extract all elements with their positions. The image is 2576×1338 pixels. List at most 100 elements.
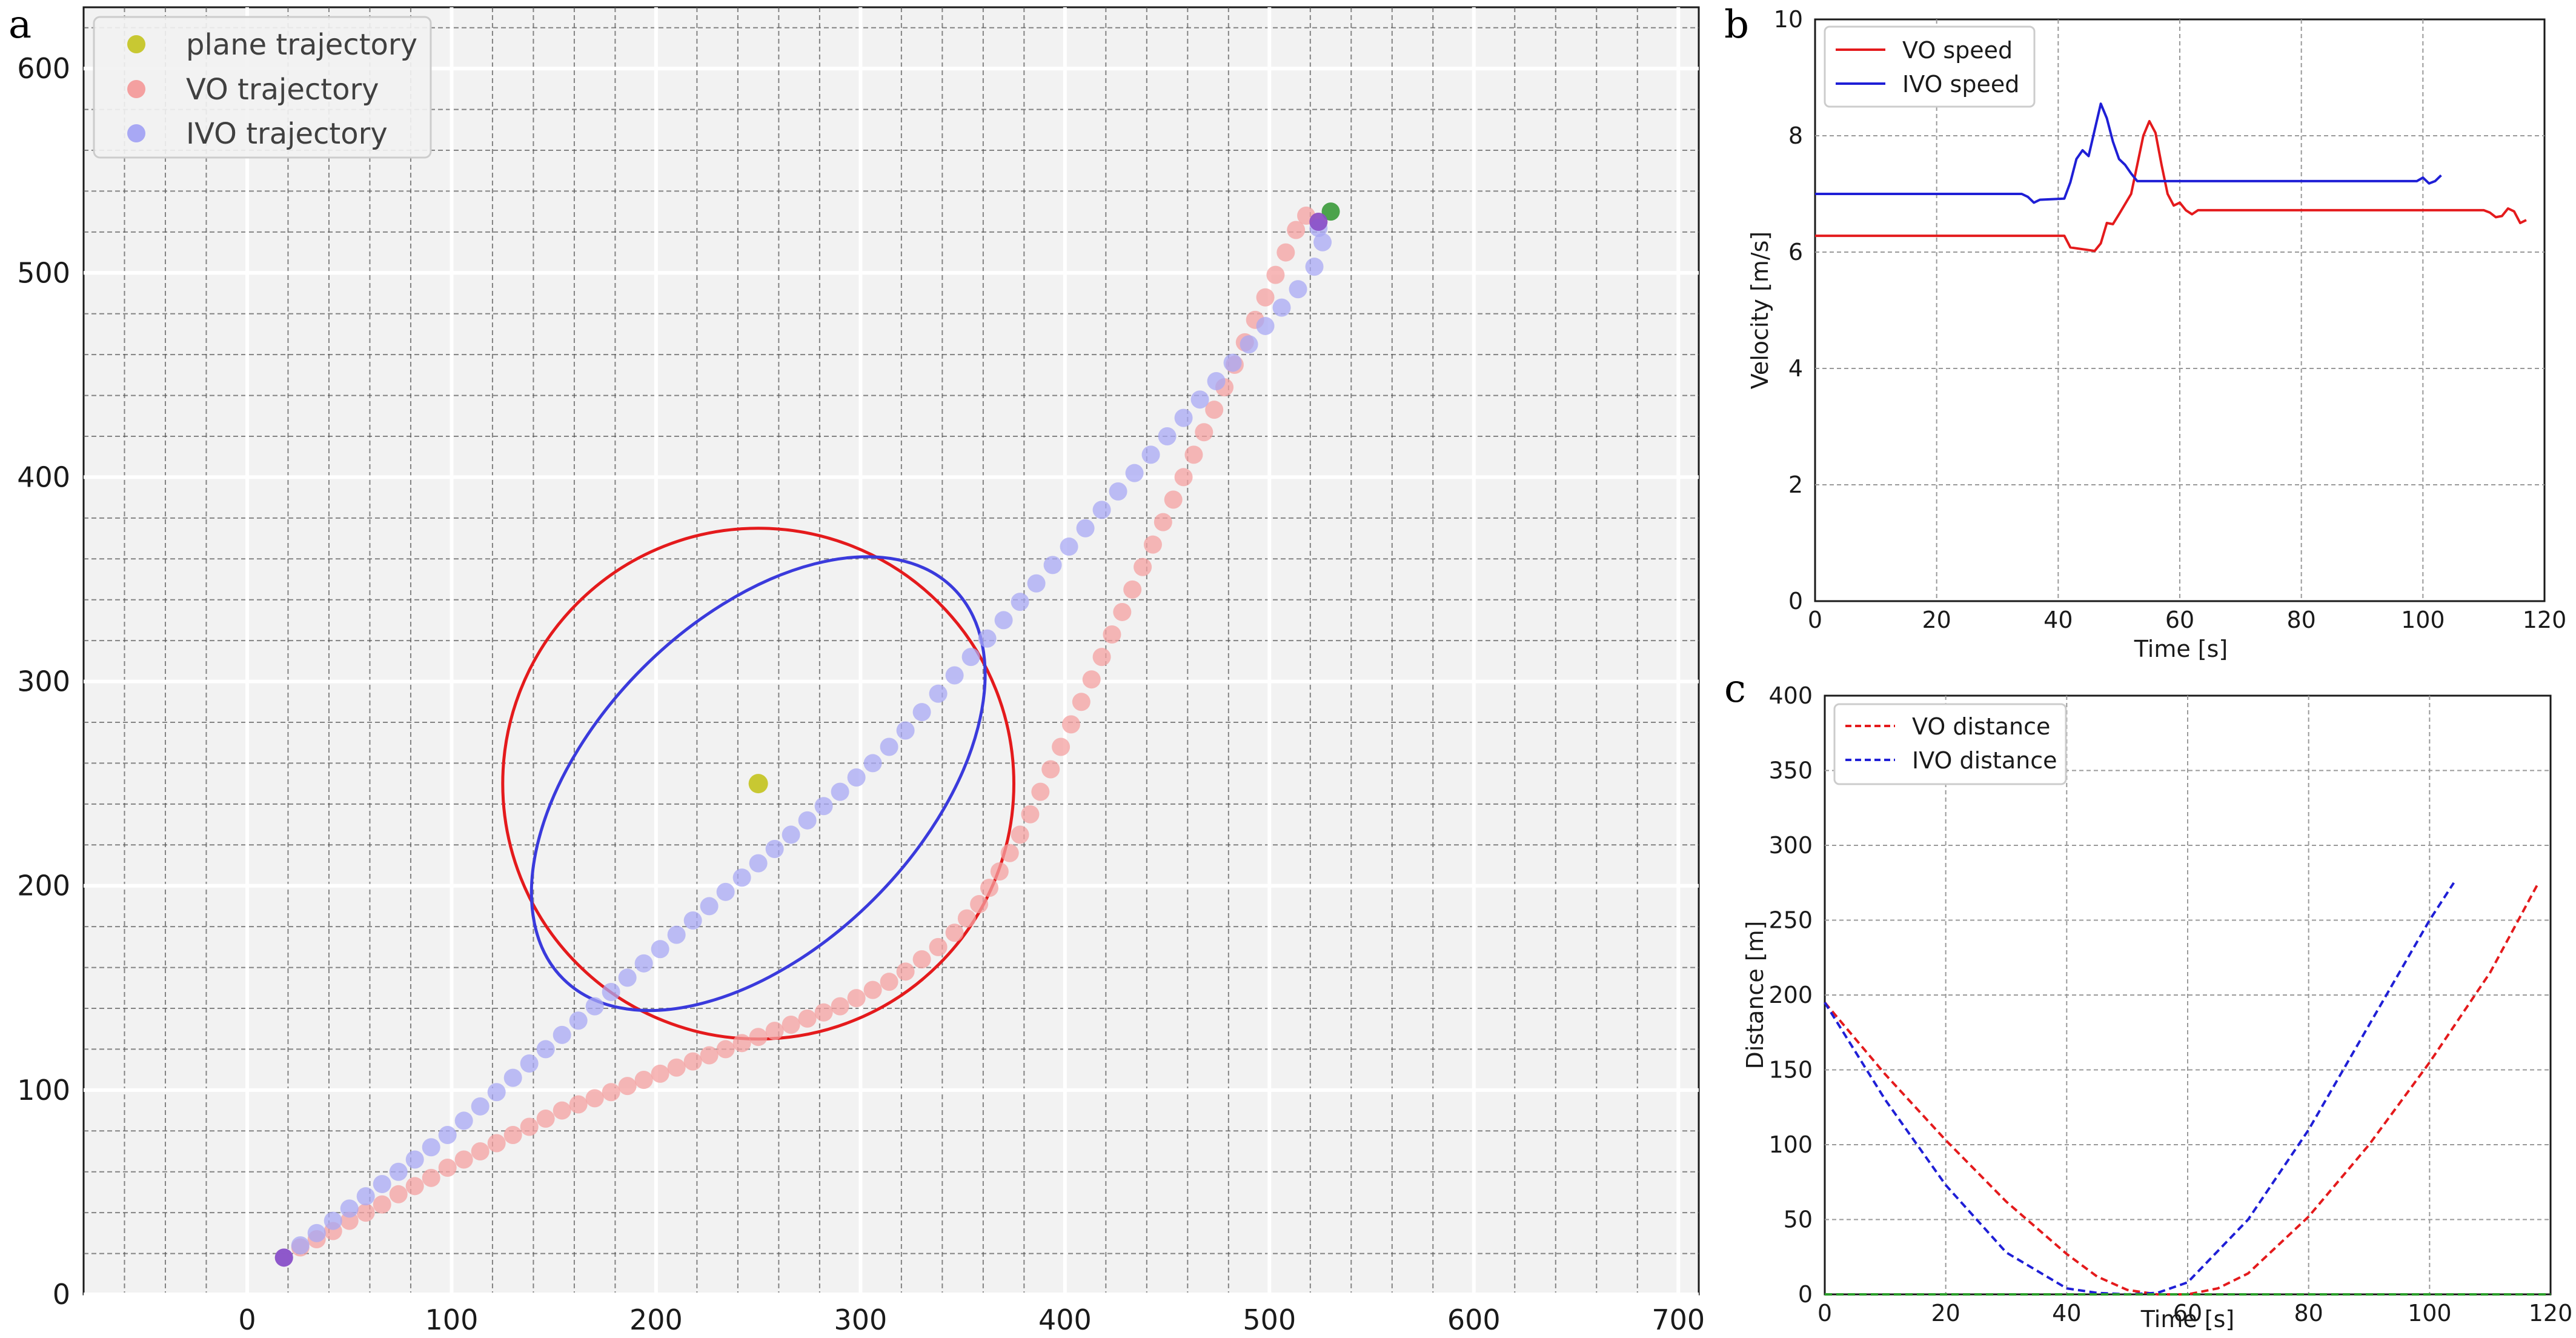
panel-b-label: b bbox=[1724, 2, 1749, 47]
y-tick-label: 2 bbox=[1788, 471, 1803, 498]
panel-b-xlabel: Time [s] bbox=[2134, 636, 2228, 662]
ivo-point bbox=[1305, 258, 1324, 276]
ivo-point bbox=[487, 1083, 506, 1102]
ivo-point bbox=[438, 1126, 457, 1145]
vo-point bbox=[585, 1089, 604, 1108]
y-tick-label: 200 bbox=[17, 870, 70, 902]
y-tick-label: 0 bbox=[53, 1278, 70, 1311]
y-tick-label: 400 bbox=[17, 461, 70, 493]
x-tick-label: 700 bbox=[1651, 1303, 1705, 1336]
vo-point bbox=[651, 1064, 669, 1083]
ivo-point bbox=[373, 1174, 391, 1193]
vo-point bbox=[1174, 468, 1193, 487]
ivo-point bbox=[1207, 371, 1226, 390]
panel-b-ylabel: Velocity [m/s] bbox=[1747, 231, 1773, 389]
y-tick-label: 300 bbox=[17, 665, 70, 698]
ivo-point bbox=[1240, 335, 1258, 354]
panel-a-label: a bbox=[8, 2, 32, 47]
ivo-point bbox=[782, 825, 800, 844]
legend-label-vo-speed: VO speed bbox=[1902, 37, 2013, 64]
legend-swatch-plane bbox=[127, 35, 145, 53]
vo-point bbox=[716, 1040, 735, 1059]
y-tick-label: 300 bbox=[1768, 832, 1813, 859]
vo-point bbox=[389, 1185, 408, 1203]
ivo-point bbox=[569, 1011, 588, 1030]
panel-c-ticks: 0 20 40 60 80 100 120 0 50 100 150 200 250 300 350 400 bbox=[1768, 682, 2572, 1326]
ivo-point bbox=[291, 1236, 310, 1255]
vo-point bbox=[749, 1028, 768, 1047]
ivo-point bbox=[994, 611, 1013, 630]
ivo-point bbox=[454, 1111, 473, 1130]
ivo-point bbox=[978, 629, 997, 648]
y-tick-label: 0 bbox=[1788, 588, 1803, 614]
vo-point bbox=[945, 924, 964, 942]
x-tick-label: 60 bbox=[2165, 607, 2194, 633]
vo-point bbox=[1052, 737, 1071, 756]
x-tick-label: 500 bbox=[1243, 1303, 1296, 1336]
x-tick-label: 120 bbox=[2529, 1300, 2573, 1326]
ivo-point bbox=[1174, 408, 1193, 427]
x-tick-label: 80 bbox=[2294, 1300, 2323, 1326]
vo-point bbox=[782, 1015, 800, 1034]
ivo-point bbox=[765, 840, 784, 859]
vo-point bbox=[1256, 288, 1275, 307]
ivo-point bbox=[912, 703, 931, 722]
ivo-point bbox=[732, 868, 751, 887]
ivo-point bbox=[1043, 556, 1062, 574]
vo-point bbox=[356, 1203, 375, 1222]
x-tick-label: 0 bbox=[1817, 1300, 1832, 1326]
ivo-point bbox=[1011, 593, 1029, 611]
ivo-point bbox=[553, 1025, 571, 1044]
legend-label-vo: VO trajectory bbox=[186, 73, 379, 107]
ivo-point bbox=[1190, 390, 1209, 409]
vo-point bbox=[732, 1034, 751, 1053]
vo-point bbox=[1000, 844, 1019, 862]
ivo-point bbox=[716, 882, 735, 901]
ivo-point bbox=[945, 666, 964, 685]
x-tick-label: 20 bbox=[1922, 607, 1951, 633]
legend-label-vo-distance: VO distance bbox=[1912, 713, 2050, 740]
x-tick-label: 300 bbox=[834, 1303, 887, 1336]
legend-label-ivo: IVO trajectory bbox=[186, 117, 388, 151]
x-tick-label: 120 bbox=[2523, 607, 2567, 633]
vo-point bbox=[912, 950, 931, 969]
ivo-point bbox=[1109, 482, 1127, 501]
vo-point bbox=[1061, 715, 1080, 734]
ivo-point bbox=[1289, 280, 1307, 299]
y-tick-label: 500 bbox=[17, 256, 70, 289]
x-tick-label: 80 bbox=[2286, 607, 2315, 633]
ivo-point bbox=[503, 1068, 522, 1087]
vo-point bbox=[438, 1158, 457, 1177]
vo-point bbox=[990, 862, 1009, 881]
panel-b-velocity-plot: b 0 20 40 60 80 100 120 0 2 4 6 8 10 Time [s] Veloci… bbox=[1724, 2, 2566, 662]
vo-point bbox=[765, 1022, 784, 1040]
vo-point bbox=[880, 973, 898, 991]
panel-c-xlabel: Time [s] bbox=[2140, 1306, 2235, 1333]
vo-speed-line bbox=[1815, 120, 2527, 253]
ivo-speed-line bbox=[1815, 102, 2442, 204]
vo-point bbox=[536, 1110, 555, 1128]
y-tick-label: 0 bbox=[1798, 1281, 1813, 1308]
panel-b-grid bbox=[1815, 19, 2544, 601]
vo-point bbox=[454, 1150, 473, 1169]
vo-point bbox=[569, 1095, 588, 1114]
vo-point bbox=[487, 1134, 506, 1153]
legend-label-plane: plane trajectory bbox=[186, 28, 417, 62]
ivo-point bbox=[585, 997, 604, 1016]
vo-point bbox=[373, 1195, 391, 1214]
y-tick-label: 10 bbox=[1774, 6, 1803, 33]
vo-point bbox=[1031, 782, 1050, 801]
ivo-point bbox=[405, 1150, 424, 1169]
vo-point bbox=[553, 1101, 571, 1120]
ivo-point bbox=[1141, 445, 1160, 464]
vo-point bbox=[683, 1052, 702, 1071]
legend-swatch-vo bbox=[127, 80, 145, 98]
vo-point bbox=[831, 997, 849, 1016]
vo-point bbox=[1164, 490, 1183, 509]
x-tick-label: 600 bbox=[1447, 1303, 1501, 1336]
x-tick-label: 100 bbox=[425, 1303, 479, 1336]
vo-point bbox=[1154, 513, 1172, 531]
panel-b-legend: VO speed IVO speed bbox=[1824, 25, 2036, 108]
y-tick-label: 6 bbox=[1788, 239, 1803, 265]
vo-point bbox=[1276, 243, 1295, 262]
